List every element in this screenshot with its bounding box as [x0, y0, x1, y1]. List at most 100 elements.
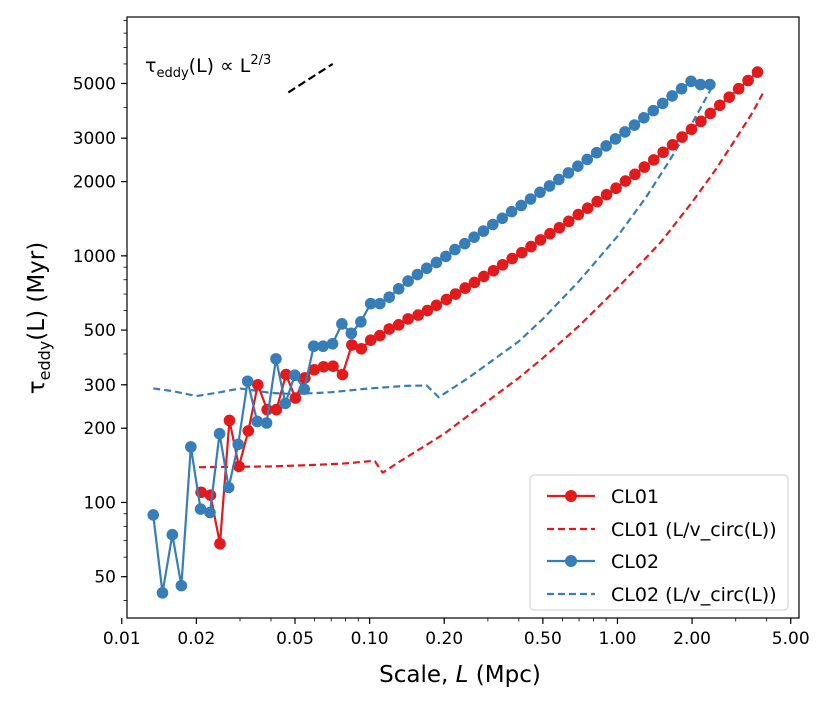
legend: CL01 CL01 (L/v_circ(L)) CL02 CL02 (L/v_c… — [529, 474, 789, 611]
data-point-cl02 — [515, 199, 528, 212]
data-point-cl02 — [251, 415, 264, 428]
data-point-cl01 — [704, 107, 717, 120]
data-point-cl02 — [307, 340, 320, 353]
data-point-cl01 — [685, 123, 698, 136]
x-tick-label: 1.00 — [599, 629, 637, 649]
x-axis-label: Scale, L (Mpc) — [379, 662, 541, 688]
data-point-cl02 — [647, 104, 660, 117]
data-point-cl02 — [260, 417, 273, 429]
x-tick-label: 0.10 — [351, 629, 389, 649]
data-point-cl01 — [280, 368, 292, 381]
data-point-cl01 — [742, 74, 754, 87]
data-point-cl02 — [581, 153, 594, 166]
y-tick-label: 1000 — [73, 247, 116, 267]
data-point-cl02 — [232, 438, 244, 451]
data-point-cl02 — [298, 383, 311, 395]
data-point-cl01 — [562, 215, 575, 228]
data-point-cl02 — [175, 579, 188, 592]
data-point-cl01 — [506, 252, 518, 265]
data-point-cl02 — [656, 97, 669, 110]
data-point-cl01 — [270, 403, 283, 416]
data-point-cl01 — [581, 202, 594, 215]
series-cl01 — [195, 66, 764, 550]
data-point-cl02 — [543, 180, 556, 192]
data-point-cl02 — [147, 509, 160, 521]
data-point-cl01 — [383, 323, 396, 335]
legend-entry-cl02-circ: CL02 (L/v_circ(L)) — [547, 584, 777, 606]
y-tick-label: 300 — [84, 376, 116, 396]
data-point-cl01 — [638, 161, 651, 173]
data-point-cl02 — [364, 297, 377, 310]
data-point-cl01 — [629, 168, 641, 181]
data-point-cl02 — [619, 126, 631, 138]
data-point-cl01 — [525, 240, 537, 253]
series-cl02-circ — [153, 87, 713, 399]
y-tick-label: 500 — [84, 321, 116, 341]
data-point-cl02 — [496, 212, 509, 225]
data-point-cl01 — [223, 414, 236, 427]
y-tick-label: 5000 — [73, 74, 116, 94]
data-point-cl01 — [676, 131, 688, 143]
data-point-cl01 — [364, 334, 377, 346]
data-point-cl01 — [544, 227, 556, 240]
data-point-cl02 — [194, 503, 207, 515]
data-point-cl02 — [336, 318, 348, 330]
data-point-cl01 — [214, 537, 226, 550]
data-point-cl02 — [270, 353, 282, 365]
data-point-cl02 — [553, 173, 565, 186]
legend-entry-cl02: CL02 — [547, 551, 659, 573]
data-point-cl01 — [515, 246, 528, 259]
data-point-cl02 — [345, 327, 358, 340]
data-point-cl02 — [156, 587, 169, 599]
series-cl02 — [147, 75, 716, 599]
data-point-cl02 — [505, 205, 518, 218]
data-point-cl02 — [524, 193, 537, 205]
data-point-cl01 — [657, 146, 669, 159]
data-point-cl01 — [392, 319, 405, 331]
legend-label-cl02: CL02 — [611, 551, 659, 573]
slope-annotation: τeddy(L) ∝ L2/3 — [145, 53, 334, 94]
data-point-cl01 — [468, 276, 481, 289]
data-point-cl02 — [572, 160, 584, 172]
y-axis-label: τeddy(L) (Myr) — [24, 242, 54, 394]
y-tick-label: 2000 — [73, 173, 116, 193]
data-point-cl01 — [355, 342, 368, 355]
data-point-cl02 — [704, 78, 716, 91]
data-point-cl01 — [430, 299, 443, 312]
data-point-cl01 — [534, 234, 547, 246]
legend-label-cl01-circ: CL01 (L/v_circ(L)) — [611, 519, 777, 541]
data-point-cl01 — [204, 489, 217, 502]
y-tick-label: 3000 — [73, 129, 116, 149]
x-tick-label: 0.05 — [276, 629, 314, 649]
y-tick-label: 100 — [84, 493, 116, 513]
data-point-cl02 — [288, 369, 301, 382]
x-tick-label: 2.00 — [673, 629, 711, 649]
data-point-cl02 — [430, 256, 443, 269]
data-point-cl02 — [468, 231, 480, 244]
data-point-cl02 — [666, 90, 678, 102]
data-point-cl01 — [402, 313, 414, 325]
data-point-cl02 — [326, 337, 339, 350]
series-cl01-circ — [199, 90, 765, 474]
data-point-cl01 — [487, 264, 500, 277]
data-point-cl01 — [421, 304, 434, 317]
data-point-cl02 — [458, 237, 471, 250]
data-point-cl02 — [213, 427, 226, 440]
data-point-cl01 — [713, 99, 726, 112]
data-point-cl02 — [685, 75, 697, 88]
data-point-cl01 — [346, 339, 358, 351]
x-tick-label: 0.01 — [103, 629, 141, 649]
data-point-cl02 — [204, 506, 216, 519]
data-point-cl02 — [590, 146, 603, 159]
data-point-cl01 — [449, 288, 462, 300]
data-point-cl02 — [166, 528, 179, 541]
y-tick-label: 200 — [84, 419, 116, 439]
annotation-text: τeddy(L) ∝ L2/3 — [145, 53, 271, 81]
legend-marker-cl02 — [565, 555, 577, 567]
data-point-cl01 — [591, 195, 603, 208]
x-tick-label: 5.00 — [772, 629, 810, 649]
data-point-cl01 — [336, 368, 349, 381]
legend-label-cl01: CL01 — [611, 486, 659, 508]
data-point-cl02 — [355, 316, 367, 328]
